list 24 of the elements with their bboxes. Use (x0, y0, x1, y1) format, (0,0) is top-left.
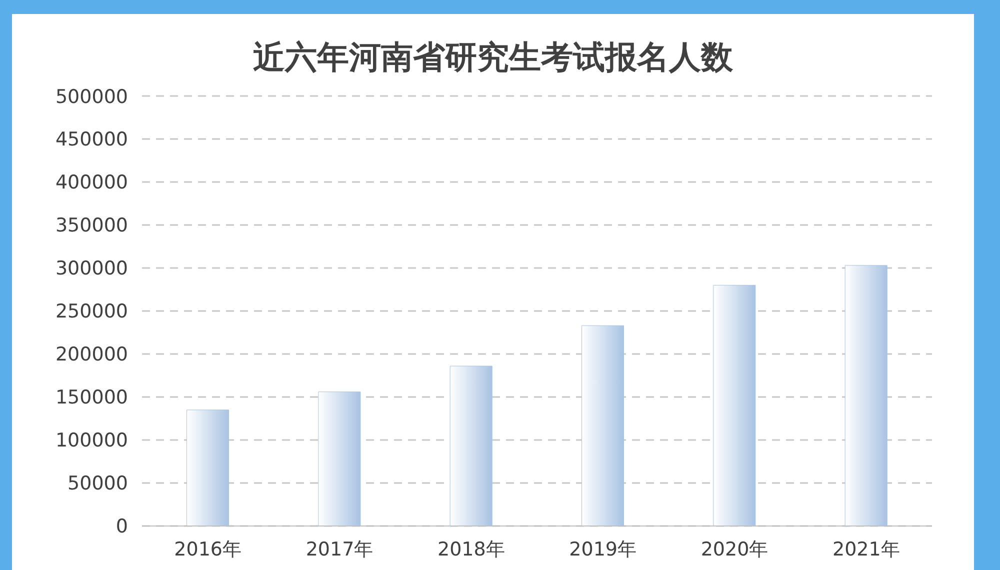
chart-title: 近六年河南省研究生考试报名人数 (252, 37, 734, 78)
y-tick-label: 250000 (55, 300, 128, 323)
x-tick-label: 2018年 (437, 538, 505, 560)
bar (186, 410, 230, 526)
y-tick-label: 150000 (55, 386, 128, 409)
y-tick-label: 0 (116, 516, 128, 538)
y-tick-label: 50000 (68, 472, 128, 495)
x-tick-label: 2016年 (174, 538, 242, 560)
x-tick-label: 2020年 (700, 538, 768, 560)
bar (582, 325, 624, 526)
y-tick-label: 200000 (55, 344, 128, 366)
y-tick-label: 400000 (55, 172, 128, 194)
y-tick-label: 450000 (55, 128, 128, 151)
y-tick-label: 350000 (55, 214, 128, 237)
y-tick-label: 100000 (55, 430, 128, 452)
bar (450, 366, 492, 526)
bar (713, 284, 756, 526)
y-tick-label: 300000 (55, 258, 128, 280)
x-tick-label: 2021年 (832, 538, 900, 560)
y-tick-label: 500000 (55, 86, 128, 108)
bar (318, 392, 361, 526)
bar (844, 265, 888, 526)
x-tick-label: 2019年 (569, 538, 637, 560)
x-tick-label: 2017年 (306, 538, 374, 560)
